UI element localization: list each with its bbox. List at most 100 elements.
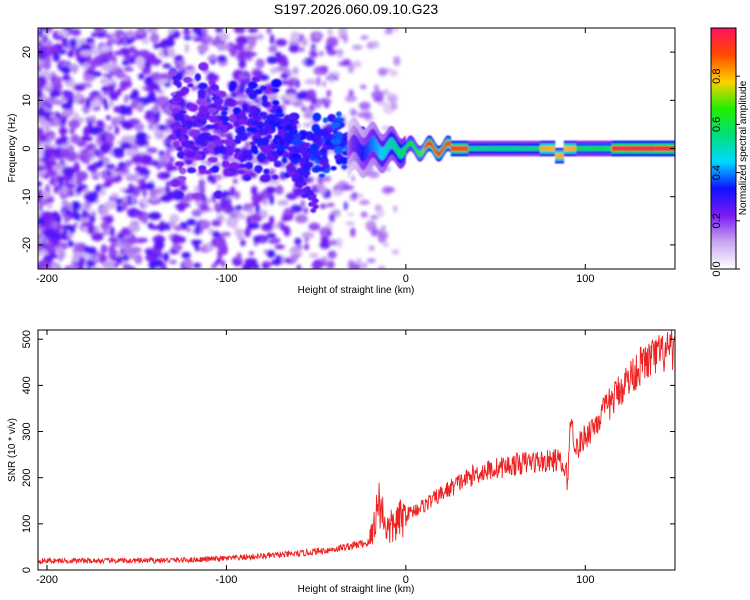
- spectrogram-cell: [97, 161, 103, 168]
- spectrogram-cell: [365, 220, 377, 232]
- spectrogram-cell: [484, 145, 487, 152]
- spectrogram-cell: [38, 77, 48, 86]
- spectrogram-cell: [192, 37, 203, 42]
- spectrogram-cell: [529, 145, 532, 152]
- spectrogram-cell: [536, 145, 538, 152]
- spectrogram-cell: [100, 244, 108, 254]
- spectrogram-cell: [526, 145, 528, 152]
- spectrogram-cell: [38, 229, 41, 235]
- spectrogram-cell: [76, 140, 87, 147]
- spectrogram-cell: [158, 49, 165, 58]
- spectrogram-cell: [169, 156, 175, 164]
- spectrogram-cell: [176, 81, 182, 89]
- snr-axes: -200 -100 0 100 0 100 200 300 400 500: [21, 330, 675, 586]
- spectrogram-cell: [583, 145, 586, 152]
- spectrogram-cell: [114, 167, 128, 173]
- spectrogram-cell: [637, 145, 640, 152]
- spectrogram-cell: [294, 237, 302, 245]
- spectrogram-cell: [303, 57, 315, 67]
- spectrogram-cell: [285, 192, 298, 200]
- spectrogram-cell: [193, 262, 202, 269]
- spectrogram-cell: [556, 153, 558, 159]
- spectrogram-cell: [197, 89, 206, 98]
- spectrogram-cell: [207, 107, 218, 114]
- spectrogram-cell: [315, 167, 325, 172]
- spectrogram-cell: [301, 231, 315, 239]
- spectrogram-cell: [345, 95, 357, 103]
- spectrogram-cell: [399, 148, 401, 159]
- spectrogram-cell: [61, 229, 68, 239]
- spectrogram-cell: [433, 145, 435, 151]
- spectrogram-cell: [71, 28, 81, 37]
- spectrogram-cell: [369, 138, 371, 154]
- spectrogram-cell: [636, 145, 639, 152]
- spectrogram-cell: [300, 199, 306, 207]
- spectrogram-cell: [198, 105, 209, 114]
- spectrogram-cell: [632, 145, 635, 152]
- spectrogram-cell: [69, 63, 79, 72]
- spectrogram-cell: [381, 147, 384, 161]
- spectrogram-cell: [38, 242, 44, 251]
- spectrogram-cell: [543, 145, 546, 152]
- spectrogram-x-tick-label: -100: [215, 273, 237, 285]
- spectrogram-cell: [171, 234, 181, 245]
- spectrogram-cell: [266, 113, 277, 123]
- spectrogram-cell: [153, 43, 160, 50]
- spectrogram-cell: [82, 222, 93, 228]
- spectrogram-cell: [626, 145, 629, 152]
- spectrogram-cell: [221, 160, 230, 168]
- spectrogram-cell: [229, 186, 236, 197]
- spectrogram-cell: [361, 262, 368, 269]
- spectrogram-cell: [236, 236, 245, 241]
- spectrogram-cell: [516, 145, 518, 152]
- spectrogram-cell: [336, 111, 342, 117]
- spectrogram-cell: [123, 241, 132, 252]
- spectrogram-cell: [103, 98, 108, 107]
- spectrogram-cell: [135, 56, 145, 68]
- snr-x-tick-label: -100: [215, 574, 237, 586]
- spectrogram-cell: [300, 180, 307, 186]
- spectrogram-cell: [235, 205, 243, 211]
- spectrogram-cell: [63, 215, 70, 223]
- spectrogram-cell: [614, 145, 616, 152]
- spectrogram-cell: [61, 102, 73, 110]
- spectrogram-cell: [83, 74, 96, 82]
- spectrogram-cell: [420, 150, 423, 156]
- spectrogram-cell: [207, 173, 212, 183]
- spectrogram-cell: [215, 28, 224, 33]
- spectrogram-cell: [644, 145, 646, 152]
- spectrogram-cell: [609, 145, 611, 152]
- snr-panel: -200 -100 0 100 0 100 200 300 400 500 Height of s…: [7, 329, 676, 595]
- spectrogram-cell: [237, 49, 250, 60]
- spectrogram-cell: [523, 145, 526, 152]
- spectrogram-cell: [365, 144, 367, 160]
- spectrogram-cell: [38, 259, 49, 269]
- spectrogram-cell: [507, 145, 509, 152]
- spectrogram-cell: [321, 99, 332, 104]
- spectrogram-cell: [492, 145, 494, 152]
- spectrogram-cell: [116, 88, 122, 96]
- spectrogram-cell: [585, 145, 587, 152]
- spectrogram-cell: [401, 148, 404, 159]
- spectrogram-cell: [444, 143, 446, 149]
- spectrogram-cell: [220, 110, 228, 116]
- spectrogram-cell: [124, 80, 133, 88]
- spectrogram-cell: [110, 226, 115, 238]
- spectrogram-cell: [438, 151, 440, 157]
- spectrogram-cell: [122, 263, 132, 269]
- spectrogram-cell: [184, 28, 189, 31]
- spectrogram-cell: [186, 218, 197, 226]
- spectrogram-cell: [285, 93, 297, 102]
- spectrogram-cell: [398, 146, 400, 158]
- spectrogram-cell: [521, 145, 523, 152]
- snr-x-tick-label: -200: [36, 574, 58, 586]
- spectrogram-cell: [180, 69, 186, 74]
- spectrogram-cell: [436, 150, 439, 156]
- spectrogram-cell: [576, 145, 578, 152]
- spectrogram-cell: [452, 145, 454, 152]
- spectrogram-cell: [297, 251, 303, 257]
- spectrogram-cell: [275, 65, 289, 72]
- spectrogram-cell: [271, 174, 279, 180]
- spectrogram-cell: [382, 146, 385, 160]
- spectrogram-cell: [302, 142, 311, 148]
